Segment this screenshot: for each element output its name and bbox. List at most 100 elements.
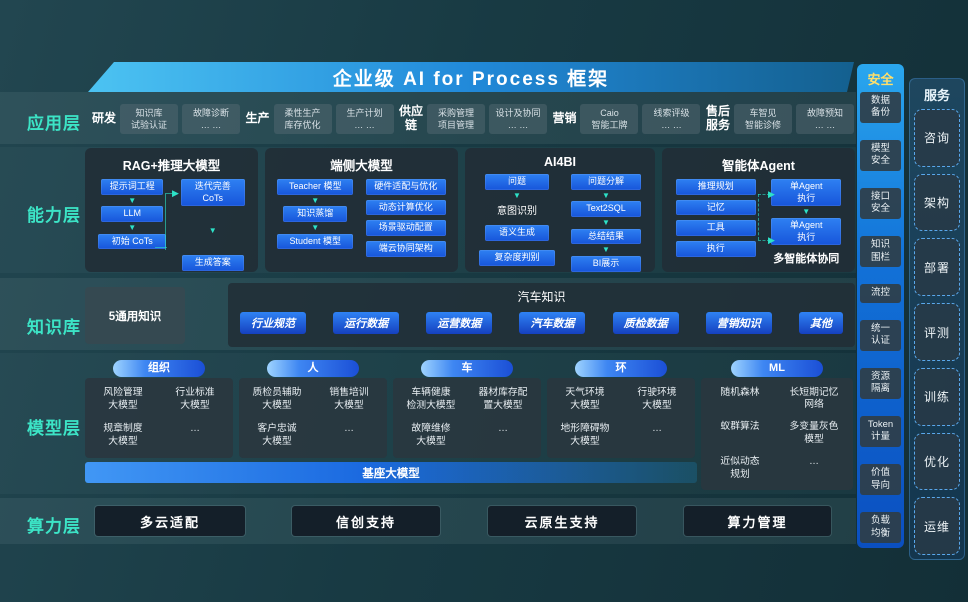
flow-node: 硬件适配与优化 [365,179,446,195]
model-item: … [344,423,354,435]
panel-agent: 智能体Agent 推理规划 记忆 工具 执行 单Agent 执行 ▼ 单Agen… [662,148,855,272]
app-group-name: 售后 服务 [705,104,730,132]
knowledge-pill: 质检数据 [612,312,679,334]
app-item: Caio 智能工牌 [580,103,639,135]
layer-label-capability: 能力层 [27,206,81,225]
app-group-marketing: 营销 Caio 智能工牌 线索评级 … … [552,103,701,135]
app-item: 设计及协同 … … [488,103,547,135]
flow-text: 意图识别 [497,206,537,218]
app-group-name: 营销 [552,111,577,126]
model-group-vehicle: 车 车辆健康 检测大模型 器材库存配 置大模型 故障维修 大模型 … [393,360,541,458]
flow-node: LLM [101,206,164,222]
flow-node: 执行 [675,241,756,257]
flow-node: 生成答案 [181,255,244,271]
arrow-right-icon: ▶ [172,188,179,198]
app-item: 采购管理 项目管理 [426,103,485,135]
security-item: 统一 认证 [860,319,901,351]
app-group-production: 生产 柔性生产 库存优化 生产计划 … … [245,103,394,135]
app-item: 故障诊断 … … [182,103,241,135]
app-item: 故障预知 … … [795,103,854,135]
flow-node: 语义生成 [485,225,549,241]
model-item: 行业标准 大模型 [175,387,215,411]
connector-line [165,193,174,250]
flow-node: 迭代完善 CoTs [180,179,245,207]
app-item: 柔性生产 库存优化 [273,103,332,135]
flow-node: 工具 [675,220,756,237]
compute-item-multicloud: 多云适配 [95,506,245,536]
flow-node: 提示词工程 [101,179,164,195]
model-item: 行驶环境 大模型 [637,387,677,411]
app-group-name: 生产 [245,111,270,126]
flow-node: 单Agent 执行 [771,179,842,207]
model-group-tag: ML [731,360,823,377]
knowledge-pill: 其他 [798,312,843,334]
app-item: 车智见 智能诊修 [733,103,792,135]
flow-node: BI展示 [571,255,641,272]
banner-title: 企业级 AI for Process 框架 [332,68,610,90]
security-item: Token 计量 [860,416,901,447]
service-item: 训练 [914,367,960,426]
model-item: 规章制度 大模型 [103,423,143,447]
compute-item-cloudnative: 云原生支持 [488,506,636,536]
security-item: 流控 [860,284,901,303]
model-group-organization: 组织 风险管理 大模型 行业标准 大模型 规章制度 大模型 … [85,360,233,458]
model-item: 天气环境 大模型 [565,387,605,411]
layer-label-knowledge: 知识库 [27,318,81,337]
arrow-down-icon: ▼ [513,190,521,200]
arrow-down-icon: ▼ [602,190,610,200]
security-item: 接口 安全 [860,188,901,219]
app-group-rd: 研发 知识库 试验认证 故障诊断 … … [92,103,241,135]
model-item: 器材库存配 置大模型 [478,387,528,411]
security-item: 负载 均衡 [860,512,901,543]
panel-rag-reasoning: RAG+推理大模型 提示词工程 ▼ LLM ▼ 初始 CoTs 迭代完善 CoT… [85,148,258,272]
service-item: 架构 [914,173,960,232]
arrow-down-icon: ▼ [602,245,610,255]
flow-node: 记忆 [675,199,756,216]
app-group-name: 研发 [92,111,117,126]
service-item: 咨询 [914,109,960,167]
arrow-down-icon: ▼ [311,195,320,205]
multi-agent-caption: 多智能体协同 [773,253,840,266]
flow-node: Teacher 模型 [277,179,354,195]
banner: 企业级 AI for Process 框架 [88,62,854,92]
security-column: 安全 数据 备份 模型 安全 接口 安全 知识 围栏 流控 统一 认证 资源 隔… [857,64,904,548]
knowledge-pill: 运行数据 [333,312,400,334]
security-item: 价值 导向 [860,464,901,495]
arrow-down-icon: ▼ [802,207,811,217]
knowledge-pill: 汽车数据 [519,312,586,334]
app-item: 线索评级 … … [642,103,701,135]
flow-node: 初始 CoTs [98,233,167,250]
service-item: 运维 [914,497,960,556]
model-item: 故障维修 大模型 [411,423,451,447]
connector-line [758,194,770,195]
arrow-down-icon: ▼ [128,222,137,232]
base-model-bar: 基座大模型 [85,462,697,483]
compute-item-xinchuang: 信创支持 [292,506,440,536]
model-group-people: 人 质检员辅助 大模型 销售培训 大模型 客户忠诚 大模型 … [239,360,387,458]
model-item: … [190,423,200,435]
model-item: 地形障碍物 大模型 [560,423,610,447]
service-item: 评测 [914,303,960,361]
service-item: 部署 [914,238,960,297]
model-group-tag: 车 [421,360,513,377]
service-title: 服务 [923,88,950,103]
arrow-down-icon: ▼ [208,226,217,236]
arrow-right-icon: ▶ [768,235,775,245]
flow-node: Text2SQL [571,201,641,217]
model-item: … [809,455,819,467]
flow-node: 知识蒸馏 [283,206,348,222]
app-group-aftersales: 售后 服务 车智见 智能诊修 故障预知 … … [705,103,854,135]
model-item: 随机森林 [720,386,760,398]
flow-node: 动态计算优化 [365,199,446,216]
flow-node: 复杂度判别 [479,249,555,266]
panel-ai4bi: AI4BI 问题 ▼ 意图识别 语义生成 复杂度判别 问题分解 ▼ Text2S… [465,148,655,272]
application-band [0,92,856,144]
model-item: 蚁群算法 [720,421,760,433]
model-group-tag: 组织 [113,360,205,377]
connector-line [758,194,759,240]
model-item: 近似动态 规划 [720,455,760,480]
model-group-ml: ML 随机森林 长短期记忆 网络 蚁群算法 多变量灰色 模型 近似动态 规划 … [701,360,853,490]
model-item: … [498,423,508,435]
model-item: 销售培训 大模型 [329,387,369,411]
